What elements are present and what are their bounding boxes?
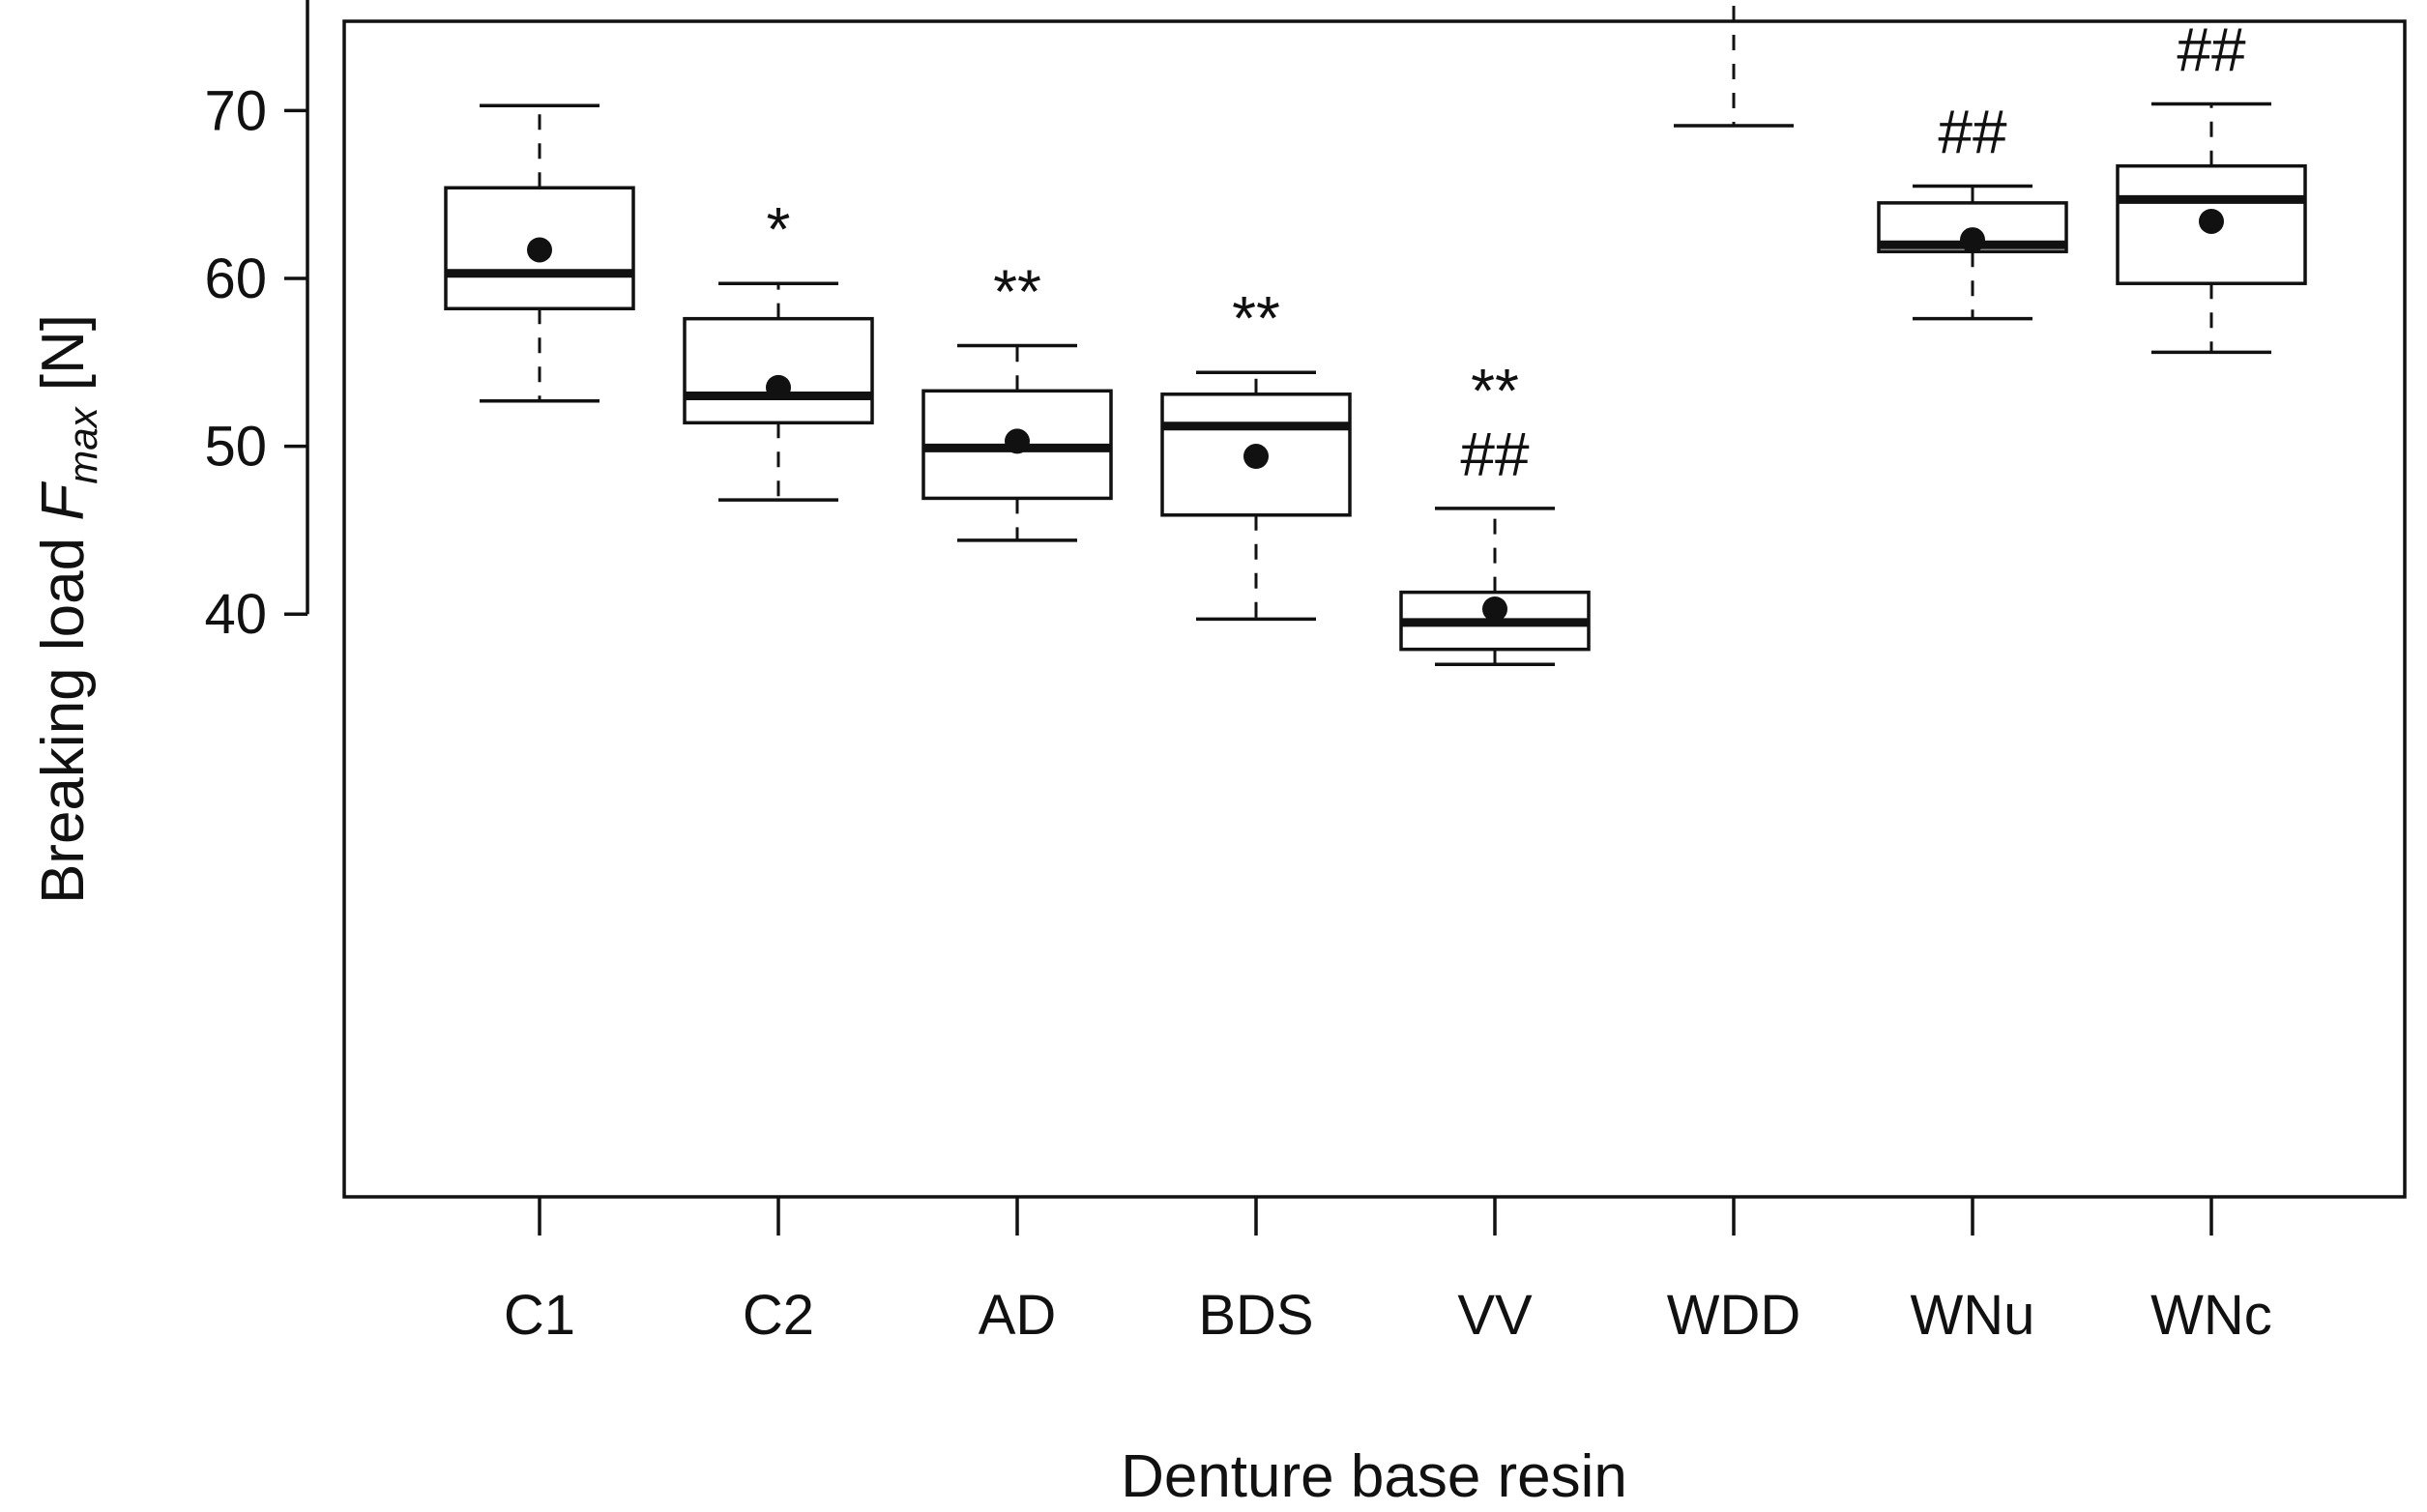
mean-marker xyxy=(527,237,552,263)
x-tick-label-WDD: WDD xyxy=(1667,1284,1801,1347)
significance-mark: ## xyxy=(2177,15,2246,84)
mean-marker xyxy=(2199,208,2224,234)
mean-marker xyxy=(1243,444,1269,470)
x-tick-label-AD: AD xyxy=(979,1284,1057,1347)
x-axis-title: Denture base resin xyxy=(1121,1443,1627,1510)
box-WNu: ## xyxy=(1877,98,2068,321)
y-axis-title-symbol: F xyxy=(30,481,97,521)
y-axis-title-unit: [N] xyxy=(30,314,97,391)
y-axis-title-prefix: Breaking load xyxy=(30,538,97,904)
plot-frame xyxy=(342,19,2407,1199)
y-tick-label-50: 50 xyxy=(204,416,267,479)
significance-mark: * xyxy=(767,194,791,264)
box-series: *******##**###### xyxy=(444,0,2307,667)
mean-marker xyxy=(1482,596,1507,622)
x-tick-label-WNu: WNu xyxy=(1911,1284,2035,1347)
box-WDD: **## xyxy=(1674,0,1794,128)
x-tick-label-C1: C1 xyxy=(504,1284,575,1347)
mean-marker xyxy=(766,374,791,400)
box-WNc: ## xyxy=(2116,15,2307,355)
box-BDS: ** xyxy=(1160,283,1352,622)
x-tick-label-WNc: WNc xyxy=(2150,1284,2272,1347)
interquartile-box xyxy=(683,316,874,425)
y-tick-label-40: 40 xyxy=(204,583,267,646)
y-axis: 405060708090100 xyxy=(204,0,309,646)
x-tick-label-C2: C2 xyxy=(743,1284,814,1347)
box-C1 xyxy=(444,103,635,403)
x-tick-label-VV: VV xyxy=(1457,1284,1533,1347)
box-VV: **## xyxy=(1399,356,1591,667)
x-tick-label-BDS: BDS xyxy=(1198,1284,1313,1347)
y-axis-title: Breaking load Fmax [N] xyxy=(30,314,105,904)
significance-mark: ** xyxy=(993,256,1041,326)
significance-mark: ** xyxy=(1232,283,1280,353)
box-AD: ** xyxy=(921,256,1113,542)
y-axis-title-subscript: max xyxy=(60,405,105,483)
y-axis-title-unit-gap xyxy=(30,391,97,407)
mean-marker xyxy=(1005,428,1030,454)
x-axis: C1 C2 AD BDS VV WDD WNu WNc xyxy=(504,1197,2272,1347)
mean-marker xyxy=(1960,227,1985,253)
significance-mark: ## xyxy=(1938,98,2007,167)
y-axis-title-spacer xyxy=(30,521,97,538)
box-C2: * xyxy=(683,194,874,502)
y-tick-label-70: 70 xyxy=(204,79,267,142)
significance-mark: ** xyxy=(1471,356,1519,425)
interquartile-box xyxy=(2116,163,2307,285)
significance-mark: ## xyxy=(1460,420,1530,489)
y-tick-label-60: 60 xyxy=(204,247,267,310)
